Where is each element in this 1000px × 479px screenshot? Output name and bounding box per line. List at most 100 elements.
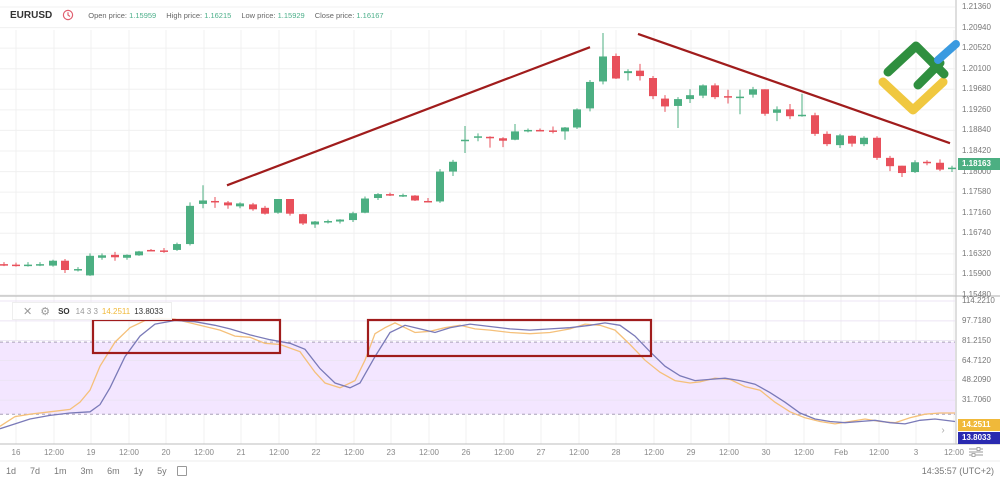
candle	[686, 89, 694, 103]
candle	[511, 124, 519, 141]
time-tick: 3	[913, 448, 919, 457]
time-tick: 26	[461, 448, 471, 457]
price-tick: 1.15480	[962, 290, 991, 299]
candle	[798, 93, 806, 117]
candle	[923, 160, 931, 166]
range-3m[interactable]: 3m	[80, 465, 94, 476]
price-tick: 1.17160	[962, 207, 991, 217]
indicator-name: SO	[58, 306, 70, 316]
candle	[661, 95, 669, 112]
clock-icon[interactable]	[62, 9, 74, 21]
candle	[399, 193, 407, 198]
candle	[624, 69, 632, 81]
candle	[711, 83, 719, 100]
open-price: Open price: 1.15959	[88, 10, 157, 20]
candle	[0, 262, 8, 267]
d-value: 13.8033	[134, 306, 164, 316]
time-tick: 16	[11, 448, 21, 457]
time-tick: 12:00	[43, 448, 65, 457]
candle	[224, 200, 232, 209]
candle	[424, 198, 432, 203]
time-tick: 12:00	[493, 448, 515, 457]
time-tick: 20	[161, 448, 171, 457]
time-tick: 19	[86, 448, 96, 457]
oscillator-legend: ✕ ⚙ SO 14 3 3 14.2511 13.8033	[12, 302, 173, 320]
scroll-right-button[interactable]: ›	[935, 423, 951, 439]
time-tick: 12:00	[343, 448, 365, 457]
candle	[823, 131, 831, 147]
candle	[147, 248, 155, 252]
price-tick: 1.20940	[962, 22, 991, 32]
candle	[123, 254, 131, 260]
symbol-label[interactable]: EURUSD	[10, 9, 53, 21]
range-1d[interactable]: 1d	[6, 465, 17, 476]
candle	[636, 63, 644, 81]
candle	[873, 136, 881, 160]
current-price-tag: 1.18163	[958, 158, 1000, 170]
candle	[724, 89, 732, 104]
time-tick: 12:00	[868, 448, 890, 457]
candle	[436, 169, 444, 203]
price-tick: 1.20520	[962, 43, 991, 53]
time-tick: 27	[536, 448, 546, 457]
candle	[936, 159, 944, 172]
candle	[911, 160, 919, 174]
candle	[749, 86, 757, 98]
trendline-downtrend[interactable]	[637, 32, 951, 145]
price-tick: 1.21360	[962, 2, 991, 11]
oscillator-tick: 48.2090	[962, 375, 991, 385]
price-tick: 1.18000	[962, 166, 991, 176]
candle	[898, 165, 906, 177]
price-tick: 1.18840	[962, 125, 991, 135]
candle	[299, 213, 307, 225]
range-5y[interactable]: 5y	[157, 465, 167, 476]
price-tick: 1.15900	[962, 269, 991, 279]
range-7d[interactable]: 7d	[30, 465, 41, 476]
oscillator-tick: 97.7180	[962, 315, 991, 325]
trendline-uptrend[interactable]	[226, 46, 591, 187]
gear-icon[interactable]: ⚙	[40, 305, 51, 318]
candle	[848, 135, 856, 147]
time-tick: 28	[611, 448, 621, 457]
candle	[773, 106, 781, 122]
price-tick: 1.18420	[962, 146, 991, 155]
time-tick: 21	[236, 448, 246, 457]
candle	[449, 159, 457, 176]
candle	[86, 253, 94, 276]
candle	[349, 211, 357, 223]
candle	[860, 136, 868, 147]
candle	[324, 219, 332, 224]
settings-sliders-icon[interactable]	[968, 446, 984, 458]
footer-bar: 1d 7d 1m 3m 6m 1y 5y 14:35:57 (UTC+2)	[0, 462, 1000, 479]
candle	[561, 127, 569, 140]
candle	[524, 128, 532, 133]
close-icon[interactable]: ✕	[23, 305, 33, 318]
candle	[786, 103, 794, 120]
time-tick: 30	[761, 448, 771, 457]
range-1y[interactable]: 1y	[133, 465, 144, 476]
time-tick: 12:00	[418, 448, 440, 457]
time-tick: 12:00	[268, 448, 290, 457]
oscillator-tick: 64.7120	[962, 355, 991, 365]
close-price: Close price: 1.16167	[314, 10, 384, 20]
candle	[274, 199, 282, 214]
high-price: High price: 1.16215	[166, 10, 232, 20]
candle	[549, 126, 557, 134]
price-tick: 1.19680	[962, 84, 991, 94]
time-tick: 22	[311, 448, 321, 457]
candle	[211, 197, 219, 208]
time-tick: 12:00	[793, 448, 815, 457]
candle	[599, 32, 607, 85]
candle	[836, 133, 844, 149]
k-value-tag: 14.2511	[958, 419, 1000, 431]
range-6m[interactable]: 6m	[107, 465, 120, 476]
candle	[736, 89, 744, 115]
range-1m[interactable]: 1m	[54, 465, 67, 476]
candle	[699, 84, 707, 99]
candle	[674, 97, 682, 128]
calendar-icon[interactable]	[176, 465, 187, 476]
highlight-box	[91, 318, 282, 355]
price-tick: 1.16320	[962, 248, 991, 258]
candle	[586, 79, 594, 112]
